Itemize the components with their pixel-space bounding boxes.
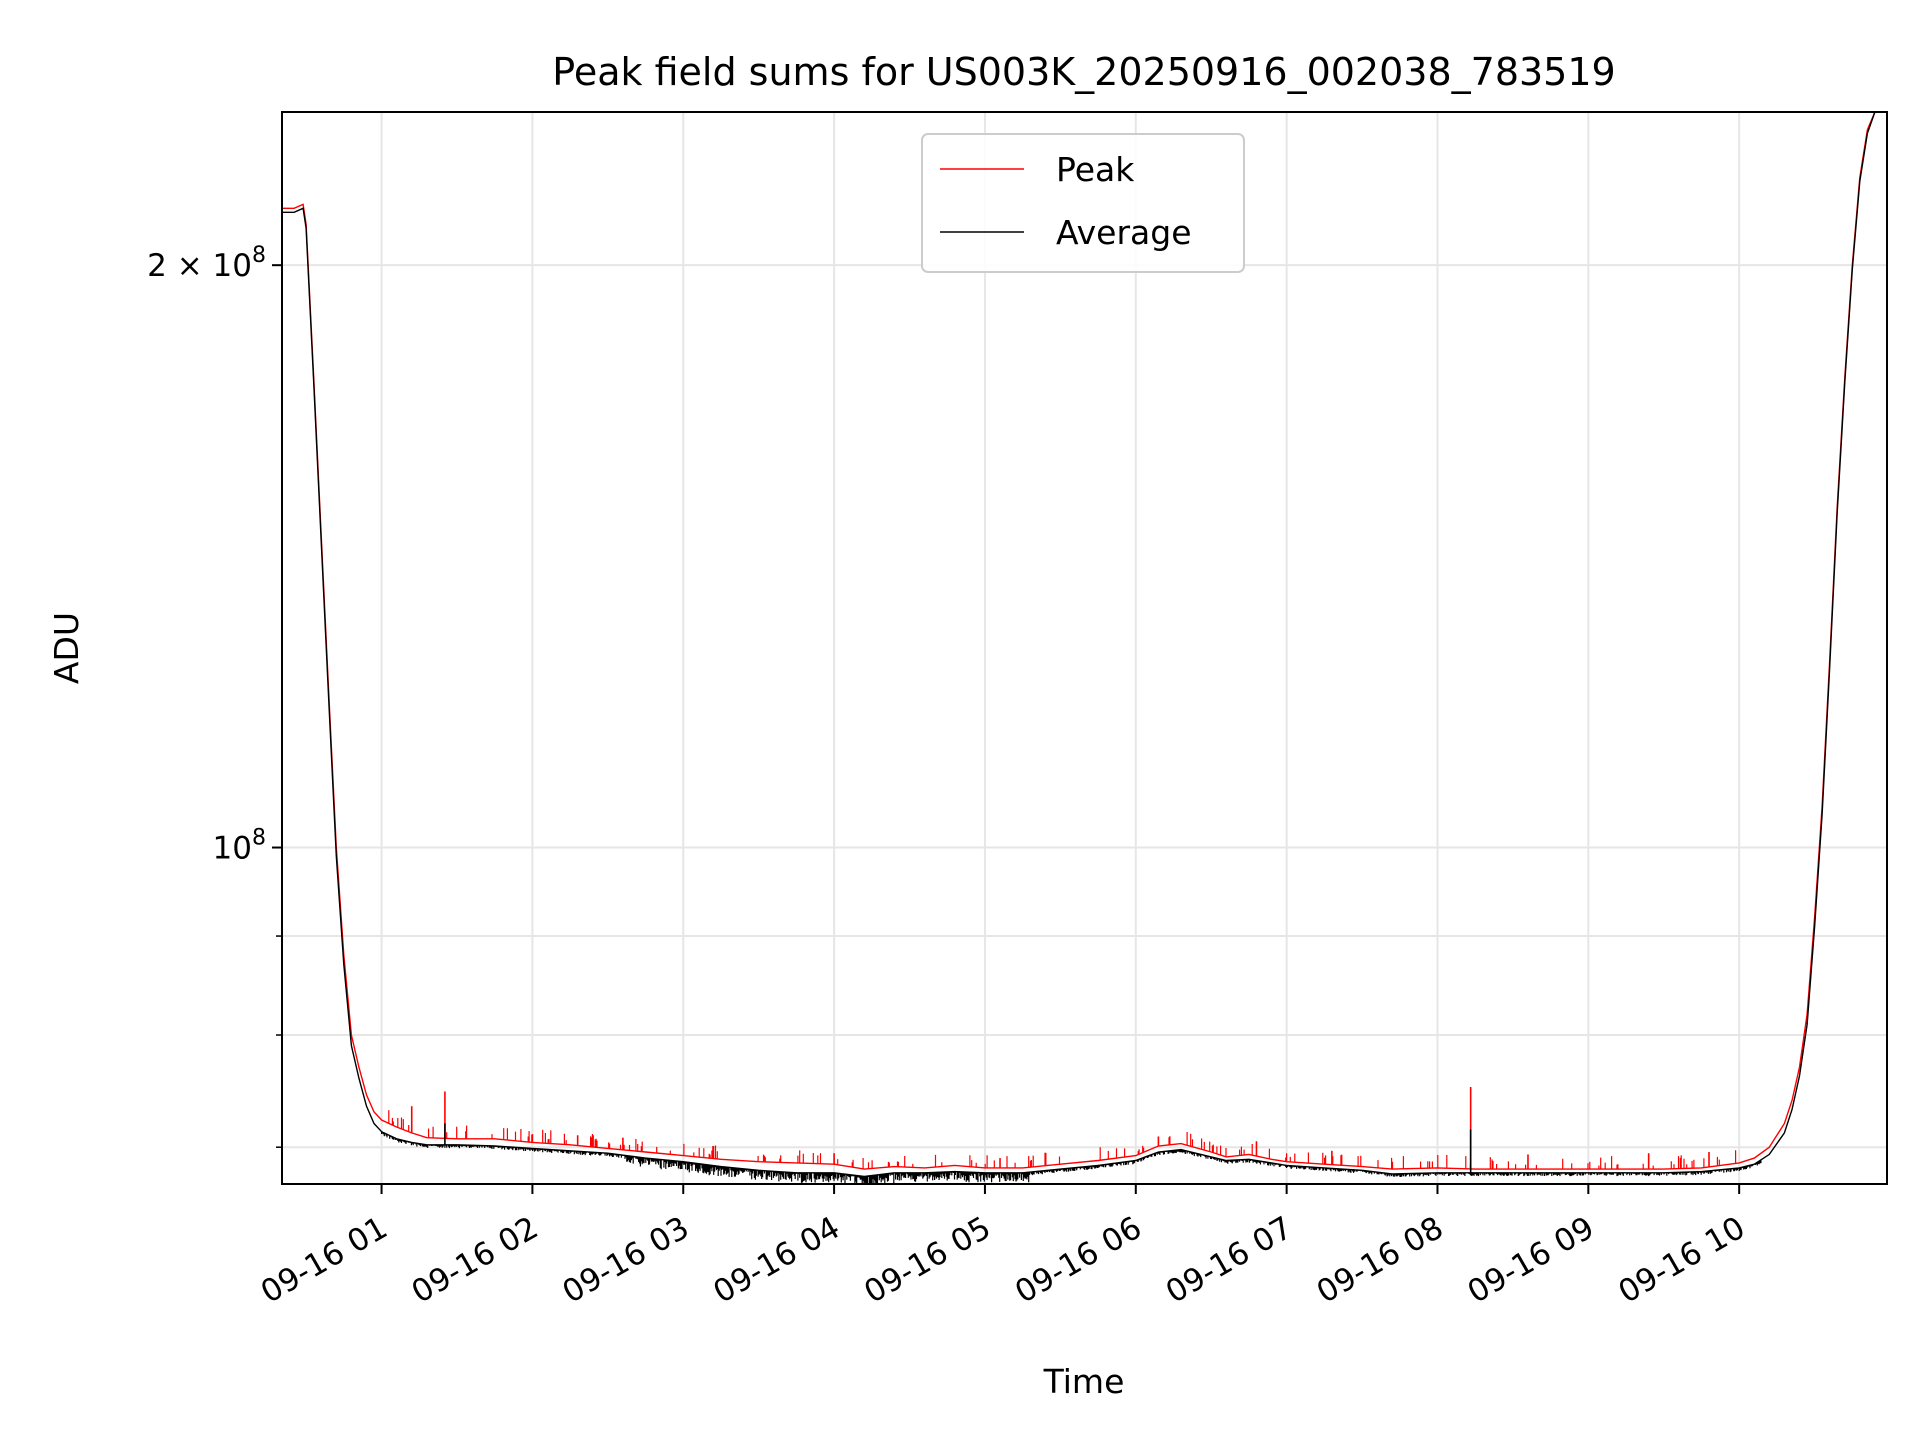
chart-title: Peak field sums for US003K_20250916_0020… bbox=[552, 50, 1615, 94]
y-tick-label: 108 bbox=[213, 826, 266, 867]
series-average bbox=[282, 112, 1887, 1184]
legend-peak-label: Peak bbox=[1056, 150, 1135, 189]
plot-area bbox=[282, 112, 1887, 1184]
y-tick-label: 2 × 108 bbox=[147, 243, 266, 284]
series-noise-average bbox=[381, 1131, 1762, 1184]
series-layer bbox=[282, 112, 1887, 1184]
x-axis-label: Time bbox=[1043, 1362, 1125, 1401]
legend: Peak Average bbox=[921, 133, 1245, 273]
series-line-peak bbox=[282, 112, 1887, 1170]
series-peak bbox=[282, 112, 1887, 1170]
y-axis-label: ADU bbox=[47, 612, 86, 684]
legend-average-label: Average bbox=[1056, 213, 1192, 252]
plot-frame bbox=[281, 111, 1888, 1185]
